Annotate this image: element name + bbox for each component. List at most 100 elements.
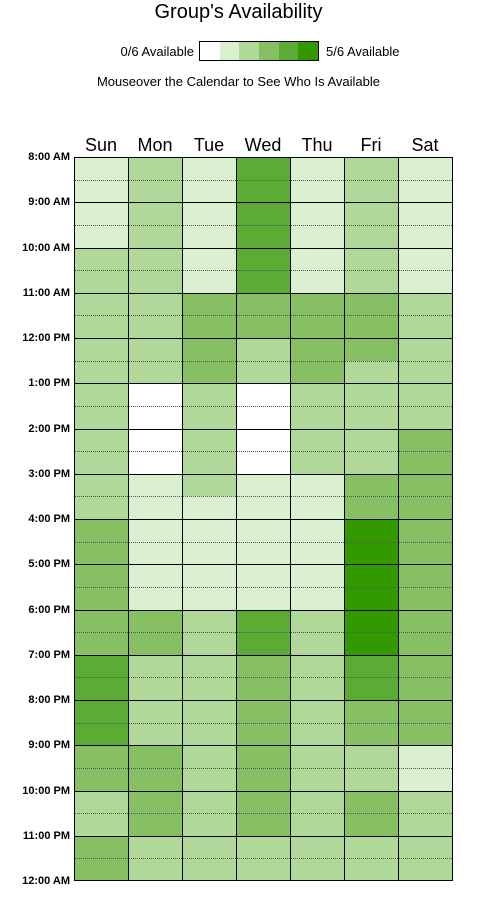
time-slot[interactable]	[291, 587, 344, 610]
time-slot[interactable]	[345, 700, 398, 723]
time-slot[interactable]	[399, 293, 452, 315]
time-slot[interactable]	[75, 564, 128, 587]
time-slot[interactable]	[291, 677, 344, 700]
time-slot[interactable]	[183, 542, 236, 564]
time-slot[interactable]	[399, 270, 452, 293]
time-slot[interactable]	[237, 474, 290, 496]
time-slot[interactable]	[399, 496, 452, 519]
time-slot[interactable]	[291, 202, 344, 225]
time-slot[interactable]	[75, 768, 128, 791]
time-slot[interactable]	[75, 610, 128, 632]
time-slot[interactable]	[183, 700, 236, 723]
time-slot[interactable]	[399, 610, 452, 632]
time-slot[interactable]	[129, 610, 182, 632]
time-slot[interactable]	[399, 383, 452, 406]
time-slot[interactable]	[237, 180, 290, 202]
time-slot[interactable]	[345, 293, 398, 315]
time-slot[interactable]	[345, 474, 398, 496]
time-slot[interactable]	[399, 791, 452, 813]
time-slot[interactable]	[129, 723, 182, 745]
time-slot[interactable]	[291, 474, 344, 496]
time-slot[interactable]	[183, 632, 236, 655]
time-slot[interactable]	[237, 383, 290, 406]
time-slot[interactable]	[399, 655, 452, 677]
time-slot[interactable]	[183, 564, 236, 587]
time-slot[interactable]	[345, 768, 398, 791]
time-slot[interactable]	[237, 315, 290, 338]
time-slot[interactable]	[237, 632, 290, 655]
time-slot[interactable]	[291, 157, 344, 180]
time-slot[interactable]	[129, 768, 182, 791]
time-slot[interactable]	[129, 451, 182, 474]
time-slot[interactable]	[291, 361, 344, 383]
time-slot[interactable]	[183, 496, 236, 519]
time-slot[interactable]	[399, 180, 452, 202]
time-slot[interactable]	[75, 406, 128, 429]
time-slot[interactable]	[183, 293, 236, 315]
time-slot[interactable]	[183, 225, 236, 248]
time-slot[interactable]	[237, 564, 290, 587]
time-slot[interactable]	[399, 451, 452, 474]
time-slot[interactable]	[291, 429, 344, 451]
time-slot[interactable]	[399, 632, 452, 655]
time-slot[interactable]	[183, 677, 236, 700]
time-slot[interactable]	[75, 293, 128, 315]
time-slot[interactable]	[75, 315, 128, 338]
time-slot[interactable]	[399, 700, 452, 723]
time-slot[interactable]	[183, 813, 236, 836]
time-slot[interactable]	[345, 564, 398, 587]
time-slot[interactable]	[291, 655, 344, 677]
time-slot[interactable]	[291, 745, 344, 768]
time-slot[interactable]	[399, 406, 452, 429]
time-slot[interactable]	[237, 293, 290, 315]
time-slot[interactable]	[345, 406, 398, 429]
time-slot[interactable]	[75, 542, 128, 564]
time-slot[interactable]	[291, 632, 344, 655]
time-slot[interactable]	[345, 315, 398, 338]
time-slot[interactable]	[75, 451, 128, 474]
time-slot[interactable]	[237, 813, 290, 836]
time-slot[interactable]	[75, 813, 128, 836]
time-slot[interactable]	[183, 610, 236, 632]
time-slot[interactable]	[237, 406, 290, 429]
time-slot[interactable]	[237, 700, 290, 723]
time-slot[interactable]	[399, 157, 452, 180]
time-slot[interactable]	[399, 813, 452, 836]
time-slot[interactable]	[129, 836, 182, 858]
time-slot[interactable]	[345, 677, 398, 700]
time-slot[interactable]	[183, 180, 236, 202]
time-slot[interactable]	[129, 519, 182, 542]
time-slot[interactable]	[75, 791, 128, 813]
time-slot[interactable]	[345, 225, 398, 248]
time-slot[interactable]	[183, 315, 236, 338]
time-slot[interactable]	[291, 496, 344, 519]
time-slot[interactable]	[399, 836, 452, 858]
time-slot[interactable]	[129, 677, 182, 700]
time-slot[interactable]	[237, 248, 290, 270]
time-slot[interactable]	[345, 338, 398, 361]
time-slot[interactable]	[75, 632, 128, 655]
time-slot[interactable]	[399, 542, 452, 564]
time-slot[interactable]	[345, 813, 398, 836]
time-slot[interactable]	[345, 248, 398, 270]
time-slot[interactable]	[75, 677, 128, 700]
time-slot[interactable]	[183, 338, 236, 361]
time-slot[interactable]	[291, 791, 344, 813]
time-slot[interactable]	[183, 791, 236, 813]
time-slot[interactable]	[75, 383, 128, 406]
time-slot[interactable]	[237, 270, 290, 293]
time-slot[interactable]	[291, 225, 344, 248]
time-slot[interactable]	[291, 564, 344, 587]
time-slot[interactable]	[345, 858, 398, 881]
time-slot[interactable]	[399, 858, 452, 881]
time-slot[interactable]	[129, 587, 182, 610]
time-slot[interactable]	[345, 632, 398, 655]
time-slot[interactable]	[345, 202, 398, 225]
time-slot[interactable]	[183, 587, 236, 610]
time-slot[interactable]	[129, 293, 182, 315]
time-slot[interactable]	[291, 768, 344, 791]
time-slot[interactable]	[75, 745, 128, 768]
time-slot[interactable]	[399, 723, 452, 745]
time-slot[interactable]	[237, 723, 290, 745]
time-slot[interactable]	[129, 361, 182, 383]
